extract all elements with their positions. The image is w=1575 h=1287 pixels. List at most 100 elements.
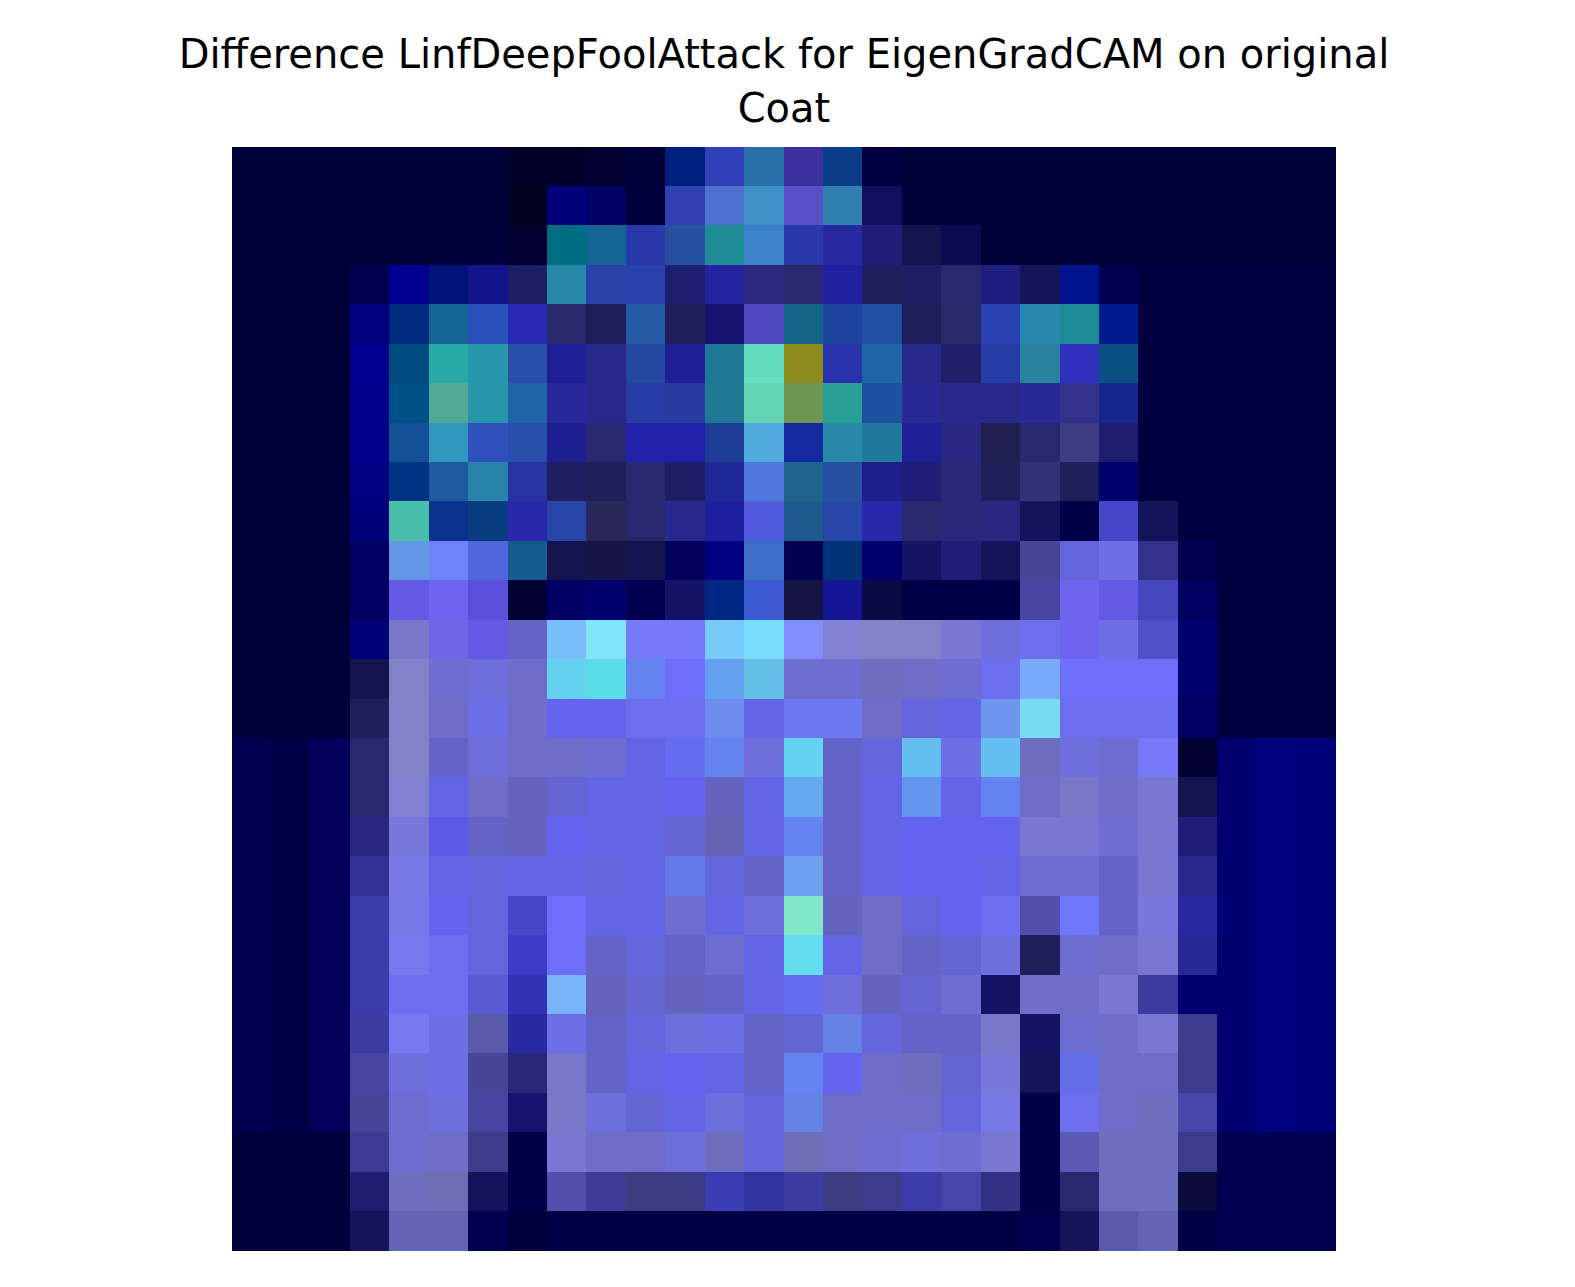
cell xyxy=(350,462,390,502)
cell xyxy=(784,1172,824,1212)
cell xyxy=(547,935,587,976)
cell xyxy=(508,304,548,345)
cell xyxy=(1178,777,1218,818)
cell xyxy=(626,659,666,700)
cell xyxy=(271,462,311,502)
cell xyxy=(1178,699,1218,739)
cell xyxy=(941,659,982,700)
cell xyxy=(981,896,1021,936)
cell xyxy=(1296,1014,1336,1054)
cell xyxy=(586,147,627,187)
cell xyxy=(705,1053,745,1094)
cell xyxy=(1138,225,1179,266)
cell xyxy=(547,777,587,818)
cell xyxy=(547,225,587,266)
cell xyxy=(547,423,587,463)
cell xyxy=(547,383,587,424)
cell xyxy=(784,541,824,581)
cell xyxy=(902,1132,942,1173)
cell xyxy=(981,383,1021,424)
cell xyxy=(823,1053,863,1094)
cell xyxy=(468,1211,509,1251)
cell xyxy=(862,738,903,778)
cell xyxy=(665,620,706,660)
cell xyxy=(1020,501,1061,542)
cell xyxy=(547,620,587,660)
cell xyxy=(626,777,666,818)
cell xyxy=(1217,541,1258,581)
cell xyxy=(547,1093,587,1133)
cell xyxy=(1296,225,1336,266)
cell xyxy=(823,777,863,818)
cell xyxy=(981,699,1021,739)
cell xyxy=(310,1014,351,1054)
cell xyxy=(271,896,311,936)
cell xyxy=(902,580,942,621)
cell xyxy=(547,462,587,502)
cell xyxy=(626,501,666,542)
cell xyxy=(1060,738,1100,778)
cell xyxy=(508,699,548,739)
cell xyxy=(508,777,548,818)
cell xyxy=(429,699,469,739)
cell xyxy=(941,225,982,266)
cell xyxy=(350,856,390,897)
cell xyxy=(1217,620,1258,660)
cell xyxy=(271,659,311,700)
cell xyxy=(1178,975,1218,1015)
cell xyxy=(508,1053,548,1094)
cell xyxy=(1257,1053,1297,1094)
cell xyxy=(429,856,469,897)
cell xyxy=(310,1132,351,1173)
cell xyxy=(350,186,390,226)
cell xyxy=(744,501,785,542)
cell xyxy=(784,777,824,818)
cell xyxy=(1020,935,1061,976)
cell xyxy=(1099,777,1139,818)
cell xyxy=(1217,1211,1258,1251)
cell xyxy=(862,856,903,897)
cell xyxy=(1099,975,1139,1015)
cell xyxy=(232,1014,272,1054)
cell xyxy=(310,265,351,305)
cell xyxy=(429,580,469,621)
cell xyxy=(586,186,627,226)
cell xyxy=(823,423,863,463)
cell xyxy=(823,1132,863,1173)
cell xyxy=(784,423,824,463)
cell xyxy=(665,541,706,581)
cell xyxy=(744,147,785,187)
cell xyxy=(1257,620,1297,660)
cell xyxy=(981,659,1021,700)
cell xyxy=(626,225,666,266)
cell xyxy=(1138,186,1179,226)
cell xyxy=(468,1132,509,1173)
cell xyxy=(705,817,745,857)
cell xyxy=(468,344,509,384)
cell xyxy=(350,935,390,976)
cell xyxy=(547,1211,587,1251)
cell xyxy=(784,1211,824,1251)
cell xyxy=(626,856,666,897)
cell xyxy=(823,383,863,424)
cell xyxy=(823,620,863,660)
cell xyxy=(1099,817,1139,857)
cell xyxy=(1217,1093,1258,1133)
cell xyxy=(1296,975,1336,1015)
cell xyxy=(1178,304,1218,345)
cell xyxy=(1178,856,1218,897)
cell xyxy=(902,541,942,581)
cell xyxy=(1099,856,1139,897)
cell xyxy=(1060,817,1100,857)
cell xyxy=(626,699,666,739)
cell xyxy=(389,501,430,542)
cell xyxy=(941,1014,982,1054)
cell xyxy=(744,1014,785,1054)
cell xyxy=(1020,620,1061,660)
cell xyxy=(784,620,824,660)
cell xyxy=(547,304,587,345)
cell xyxy=(823,265,863,305)
cell xyxy=(744,738,785,778)
cell xyxy=(1138,817,1179,857)
cell xyxy=(981,1172,1021,1212)
